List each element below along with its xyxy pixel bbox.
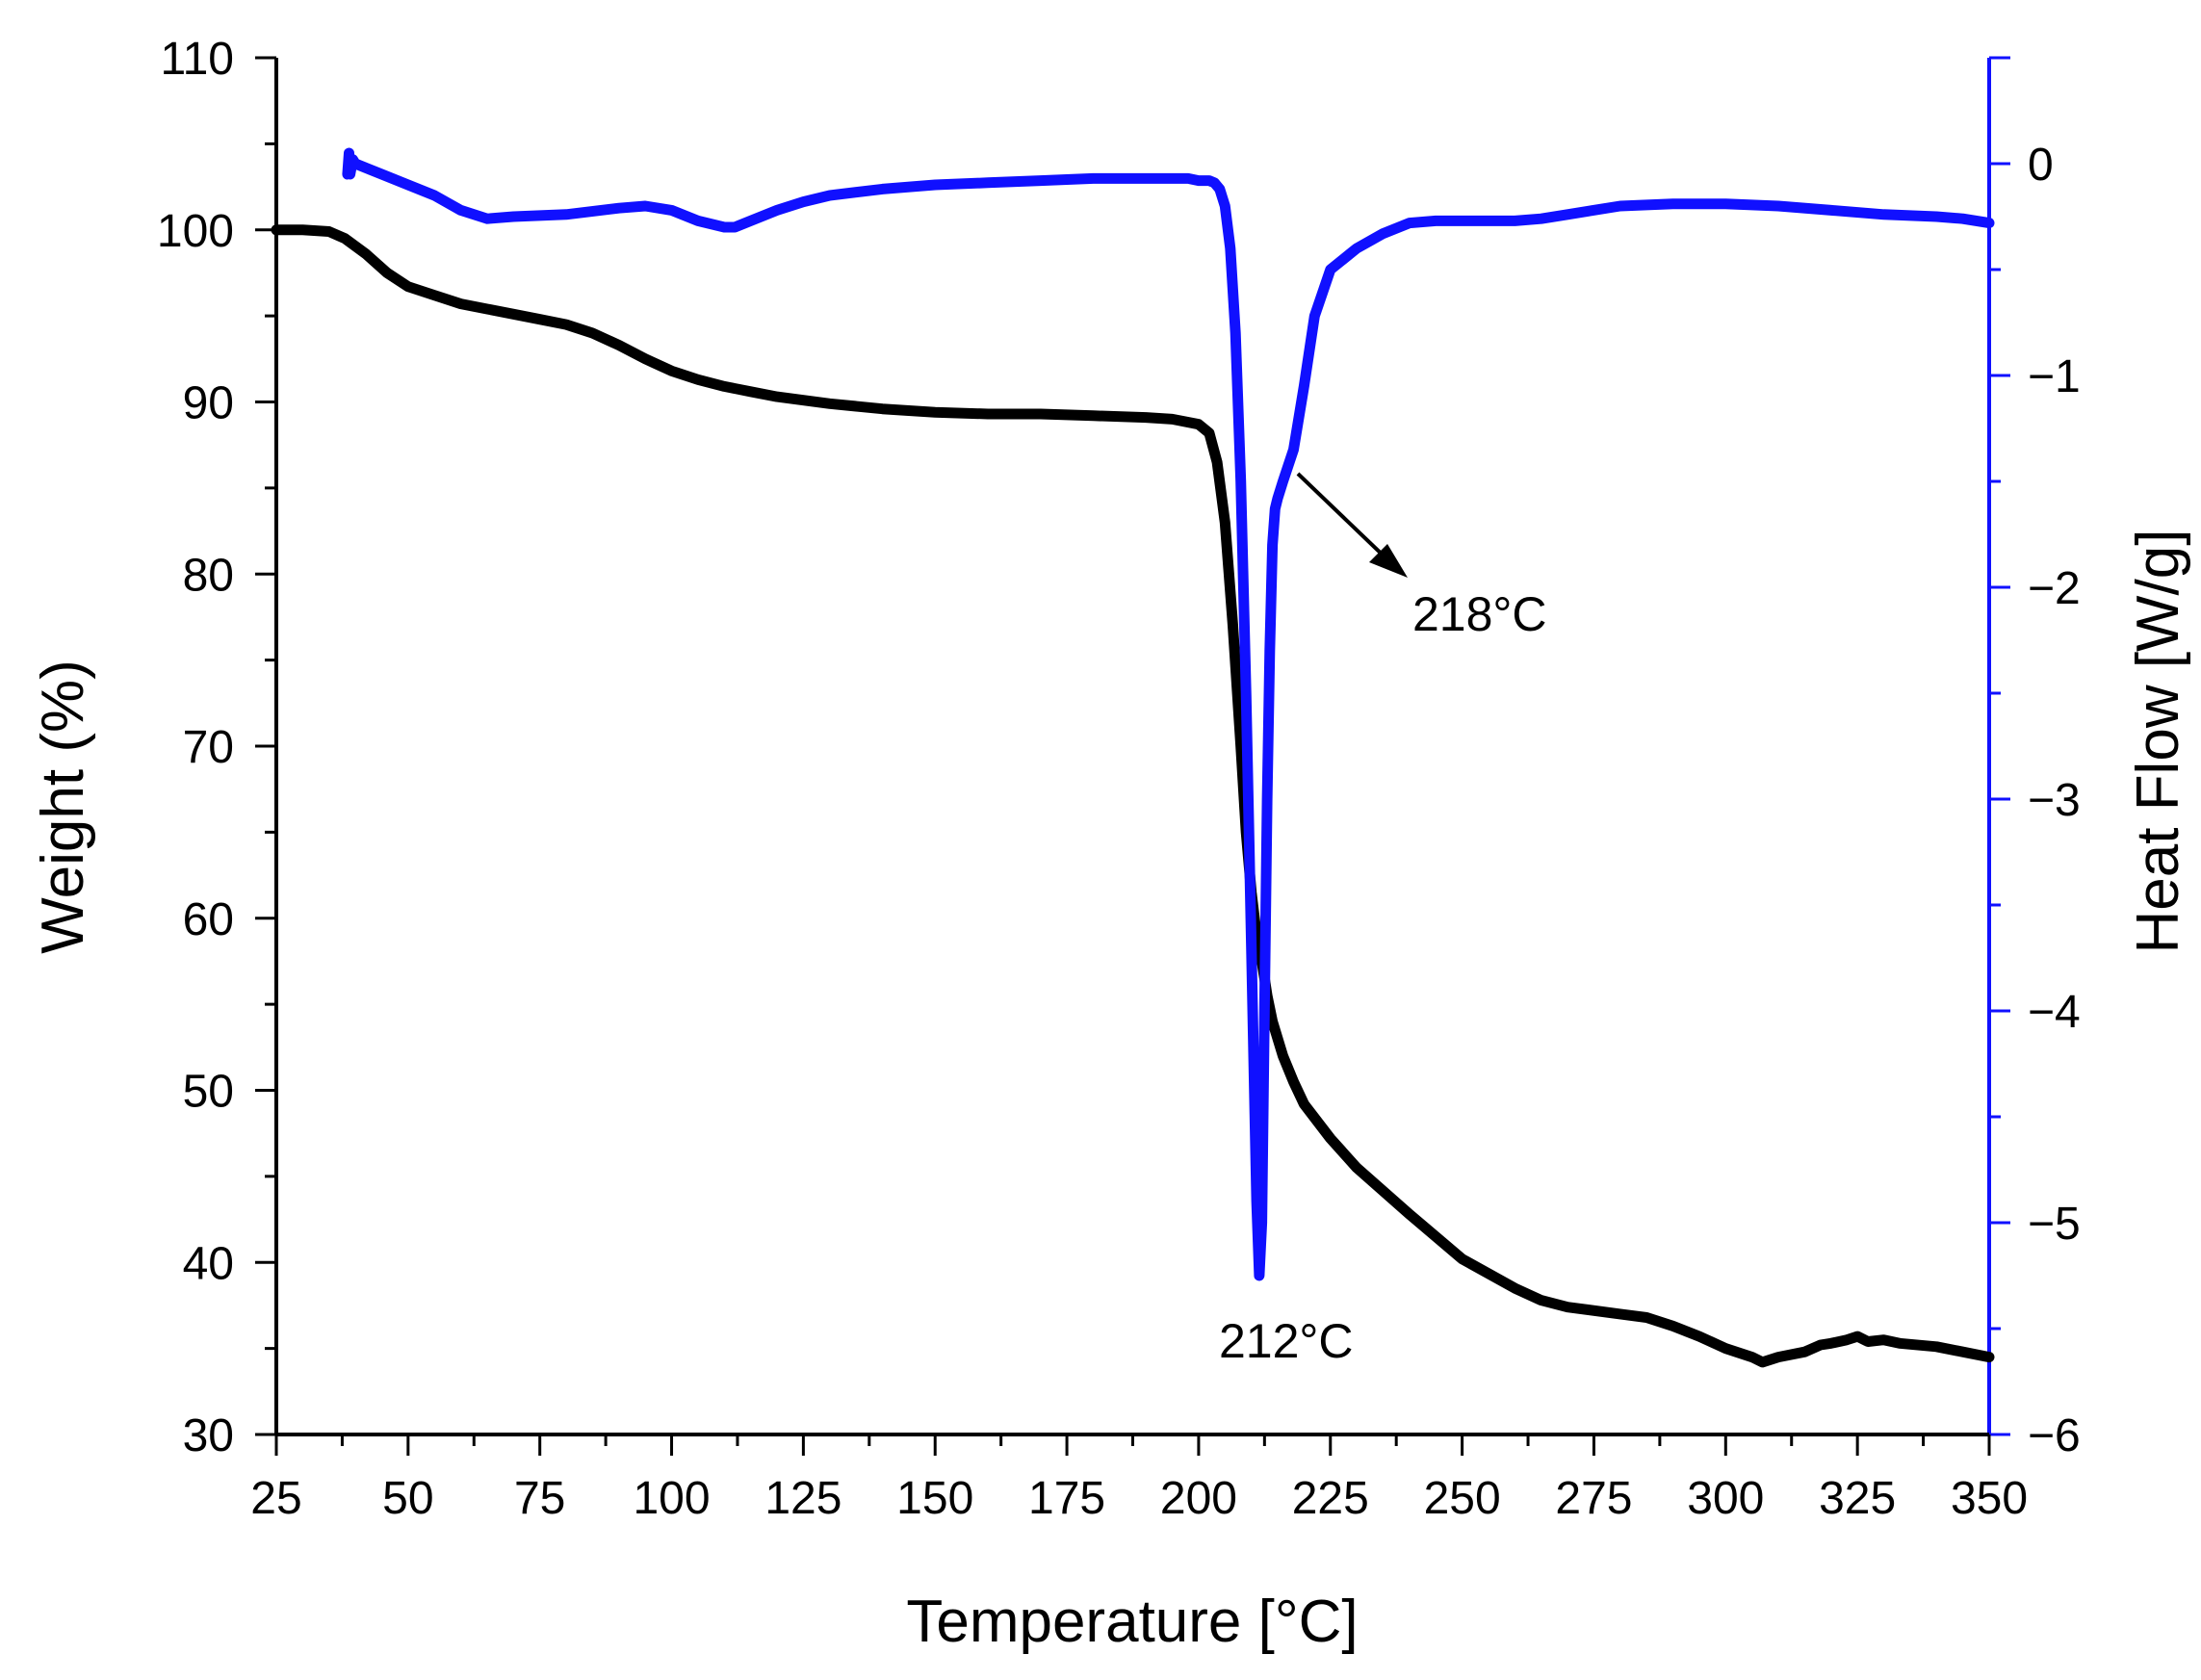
y-right-tick-label: −1 bbox=[2028, 351, 2081, 402]
left-y-axis: 30 40 50 60 70 80 90 100 110 bbox=[157, 34, 278, 1461]
x-axis: 25 50 75 100 125 150 175 200 225 250 275 300 325 350 bbox=[250, 1433, 2028, 1524]
y-right-tick-label: −4 bbox=[2028, 987, 2081, 1038]
x-tick-label: 150 bbox=[896, 1473, 973, 1524]
x-tick-label: 125 bbox=[764, 1473, 842, 1524]
y-left-tick-label: 70 bbox=[183, 722, 234, 773]
x-tick-label: 300 bbox=[1687, 1473, 1764, 1524]
y-right-tick-label: −5 bbox=[2028, 1199, 2081, 1250]
y-left-tick-label: 50 bbox=[183, 1067, 234, 1118]
y-left-tick-label: 60 bbox=[183, 894, 234, 945]
y-left-tick-label: 90 bbox=[183, 378, 234, 429]
series-layer bbox=[271, 147, 1995, 1368]
y-left-tick-label: 80 bbox=[183, 550, 234, 601]
annotation-212: 212°C bbox=[1219, 1314, 1354, 1368]
y-right-tick-label: −6 bbox=[2028, 1410, 2081, 1461]
y-left-tick-label: 30 bbox=[183, 1410, 234, 1461]
x-tick-label: 50 bbox=[382, 1473, 433, 1524]
annotation-arrow-head bbox=[1369, 544, 1408, 578]
x-tick-label: 325 bbox=[1819, 1473, 1896, 1524]
x-tick-label: 175 bbox=[1028, 1473, 1105, 1524]
x-tick-label: 250 bbox=[1424, 1473, 1501, 1524]
x-tick-label: 225 bbox=[1292, 1473, 1369, 1524]
y-left-tick-label: 40 bbox=[183, 1238, 234, 1289]
x-tick-label: 275 bbox=[1555, 1473, 1632, 1524]
y-left-tick-label: 100 bbox=[157, 206, 234, 257]
y-left-tick-label: 110 bbox=[160, 34, 234, 85]
y-right-tick-label: 0 bbox=[2028, 140, 2054, 191]
right-y-axis: −6 −5 −4 −3 −2 −1 0 bbox=[1987, 56, 2081, 1461]
x-tick-label: 75 bbox=[514, 1473, 565, 1524]
x-tick-label: 200 bbox=[1160, 1473, 1237, 1524]
annotation-arrow-line bbox=[1296, 472, 1393, 565]
right-axis-title: Heat Flow [W/g] bbox=[2125, 530, 2191, 954]
weight-series-line bbox=[271, 224, 1995, 1368]
heat-flow-series-line bbox=[342, 147, 1995, 1281]
y-right-tick-label: −2 bbox=[2028, 563, 2081, 614]
y-right-tick-label: −3 bbox=[2028, 775, 2081, 826]
x-tick-label: 350 bbox=[1951, 1473, 2028, 1524]
left-axis-title: Weight (%) bbox=[30, 659, 96, 954]
arrow-annotation bbox=[1296, 472, 1408, 578]
x-tick-label: 100 bbox=[633, 1473, 710, 1524]
x-axis-title: Temperature [°C] bbox=[906, 1589, 1358, 1655]
annotation-218: 218°C bbox=[1412, 587, 1547, 641]
x-tick-label: 25 bbox=[250, 1473, 301, 1524]
